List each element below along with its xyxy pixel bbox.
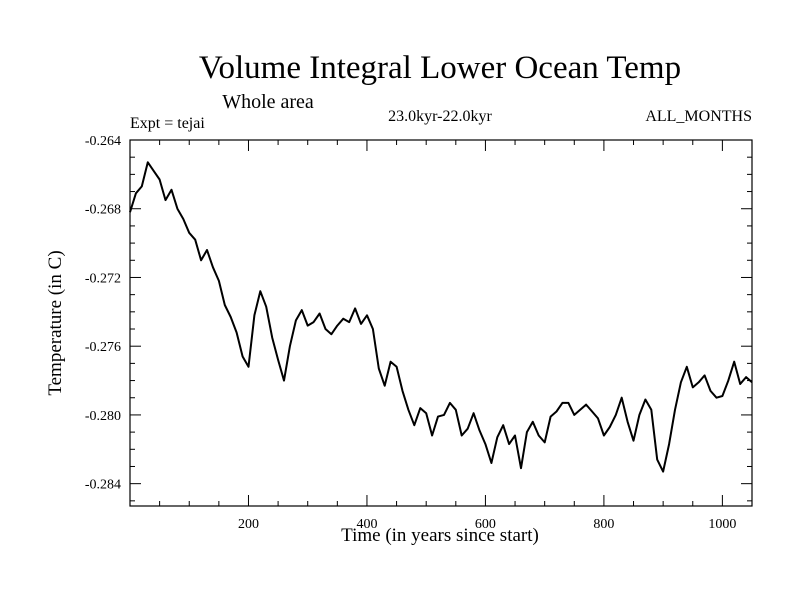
- y-tick-label: -0.264: [85, 134, 121, 149]
- x-axis-label: Time (in years since start): [341, 525, 539, 546]
- chart-subtitle: Whole area: [222, 91, 314, 113]
- period-label: 23.0kyr-22.0kyr: [388, 108, 492, 125]
- y-tick-label: -0.284: [85, 478, 121, 493]
- experiment-label: Expt = tejai: [130, 115, 205, 132]
- x-tick-label: 400: [356, 517, 377, 532]
- x-tick-label: 200: [238, 517, 259, 532]
- months-label: ALL_MONTHS: [645, 108, 752, 125]
- y-axis-label: Temperature (in C): [45, 250, 66, 395]
- x-tick-label: 800: [593, 517, 614, 532]
- y-tick-label: -0.276: [85, 340, 121, 355]
- plot-frame: [129, 139, 753, 507]
- x-tick-labels: 200 400 600 800 1000: [238, 517, 736, 532]
- y-tick-label: -0.272: [85, 271, 121, 286]
- y-tick-label: -0.268: [85, 203, 121, 218]
- y-tick-labels: -0.264 -0.268 -0.272 -0.276 -0.280 -0.284: [85, 134, 121, 493]
- x-tick-label: 1000: [708, 517, 736, 532]
- x-tick-label: 600: [475, 517, 496, 532]
- chart-title: Volume Integral Lower Ocean Temp: [199, 50, 681, 86]
- temperature-series-line: [129, 161, 753, 473]
- axis-ticks: [130, 139, 752, 506]
- y-tick-label: -0.280: [85, 409, 121, 424]
